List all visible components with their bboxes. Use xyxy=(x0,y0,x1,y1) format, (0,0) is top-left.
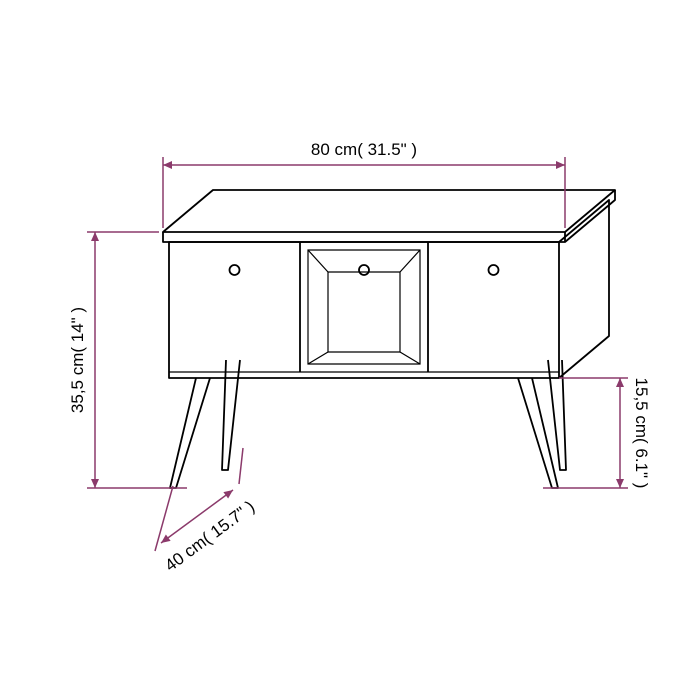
arrowhead xyxy=(91,232,99,241)
center-drawer-outer xyxy=(308,250,420,364)
tabletop-surface xyxy=(163,190,615,232)
tabletop-front-edge xyxy=(163,232,565,242)
arrowhead xyxy=(616,378,624,387)
drawer-knob xyxy=(359,265,369,275)
width-label: 80 cm( 31.5" ) xyxy=(311,140,417,159)
arrowhead xyxy=(161,534,171,543)
arrowhead xyxy=(163,161,172,169)
depth-label: 40 cm( 15.7" ) xyxy=(161,497,258,575)
arrowhead xyxy=(91,479,99,488)
height-label: 35,5 cm( 14" ) xyxy=(68,307,87,413)
bevel xyxy=(400,250,420,272)
cabinet-body-front xyxy=(169,242,559,378)
bevel xyxy=(308,250,328,272)
arrowhead xyxy=(556,161,565,169)
drawer-knob xyxy=(489,265,499,275)
furniture-dimension-diagram: 80 cm( 31.5" ) 35,5 cm( 14" ) 15,5 cm( 6.1… xyxy=(0,0,700,700)
ext-line xyxy=(239,448,243,484)
leg-label: 15,5 cm( 6.1" ) xyxy=(632,378,651,489)
arrowhead xyxy=(616,479,624,488)
arrowhead xyxy=(223,490,233,499)
bevel xyxy=(308,352,328,364)
leg xyxy=(170,378,210,488)
center-drawer-inner xyxy=(328,272,400,352)
bevel xyxy=(400,352,420,364)
drawer-knob xyxy=(230,265,240,275)
leg xyxy=(222,360,240,470)
